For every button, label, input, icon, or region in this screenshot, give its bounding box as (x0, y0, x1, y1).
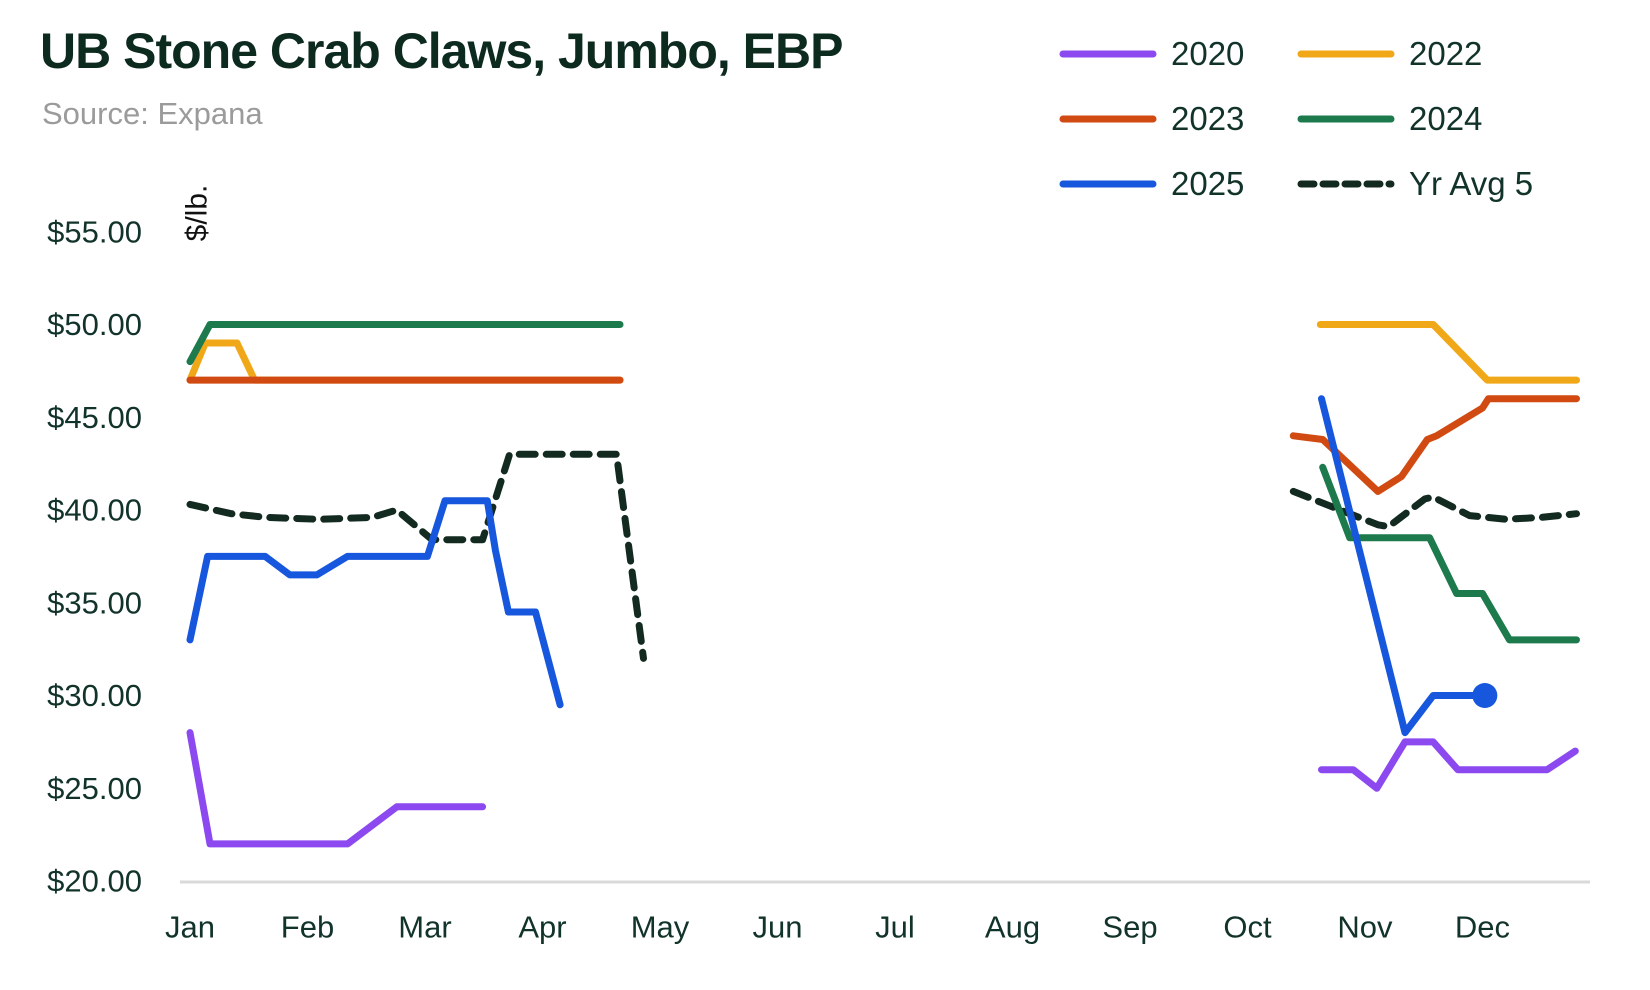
x-tick-label: Feb (281, 910, 334, 945)
x-tick-label: Nov (1337, 910, 1393, 945)
y-tick-label: $45.00 (47, 400, 142, 435)
x-tick-label: Oct (1223, 910, 1272, 945)
series-line-2025 (186, 497, 564, 709)
x-tick-label: Apr (518, 910, 566, 945)
legend-label: 2023 (1171, 100, 1245, 137)
legend-label: 2020 (1171, 35, 1245, 72)
series-line-2022 (1316, 321, 1580, 384)
legend-swatch-2023 (1059, 115, 1157, 123)
series-line-2024 (186, 321, 624, 366)
x-tick-label: Dec (1455, 910, 1510, 945)
x-tick-label: Jun (753, 910, 803, 945)
y-tick-label: $40.00 (47, 493, 142, 528)
legend-swatch-yr-avg-5 (1297, 180, 1395, 188)
y-tick-label: $25.00 (47, 771, 142, 806)
x-tick-label: Jul (875, 910, 915, 945)
legend-label: 2022 (1409, 35, 1483, 72)
series-line-yr-avg-5 (186, 450, 647, 662)
legend-swatch-2022 (1297, 50, 1395, 58)
legend-swatch-2024 (1297, 115, 1395, 123)
legend-label: 2025 (1171, 165, 1245, 202)
x-tick-label: Jan (165, 910, 215, 945)
x-tick-label: Mar (398, 910, 451, 945)
legend-item-2020: 2020 (1058, 35, 1245, 72)
legend-item-yr-avg-5: Yr Avg 5 (1296, 165, 1534, 202)
legend-label: 2024 (1409, 100, 1483, 137)
y-tick-label: $55.00 (47, 214, 142, 249)
x-tick-label: Aug (985, 910, 1040, 945)
legend-label: Yr Avg 5 (1409, 165, 1534, 202)
legend-item-2023: 2023 (1058, 100, 1245, 137)
y-tick-label: $50.00 (47, 307, 142, 342)
x-tick-label: Sep (1102, 910, 1157, 945)
legend-swatch-2025 (1059, 180, 1157, 188)
series-line-2025 (1318, 395, 1489, 737)
series-line-2022 (186, 339, 624, 384)
legend-item-2025: 2025 (1058, 165, 1245, 202)
series-line-2020 (186, 729, 487, 848)
y-tick-label: $30.00 (47, 678, 142, 713)
legend-swatch-2020 (1059, 50, 1157, 58)
y-axis-unit-label: $/lb. (181, 185, 214, 242)
series-line-2023 (1289, 395, 1580, 495)
series-line-2020 (1318, 738, 1579, 792)
legend-item-2022: 2022 (1296, 35, 1483, 72)
y-tick-label: $20.00 (47, 864, 142, 899)
series-line-yr-avg-5 (1289, 487, 1580, 531)
y-tick-label: $35.00 (47, 585, 142, 620)
chart-title: UB Stone Crab Claws, Jumbo, EBP (40, 23, 843, 79)
x-tick-label: May (631, 910, 690, 945)
chart-source: Source: Expana (42, 96, 263, 131)
series-end-dot (1472, 683, 1498, 708)
legend-item-2024: 2024 (1296, 100, 1483, 137)
series-line-2024 (1319, 463, 1580, 644)
